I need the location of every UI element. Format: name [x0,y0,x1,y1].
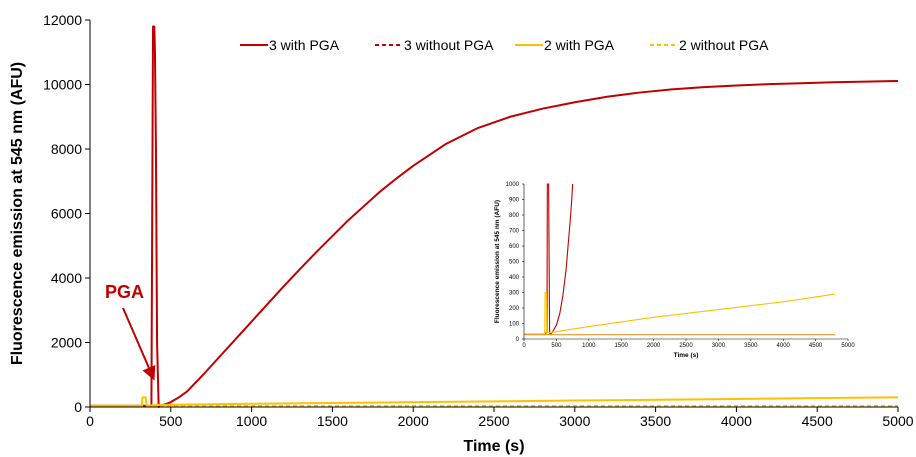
inset-y-tick-label: 200 [509,306,520,312]
x-axis-title: Time (s) [463,438,524,455]
legend-label-2-without-pga: 2 without PGA [679,37,769,53]
inset-x-tick-label: 1500 [615,343,629,349]
legend-label-3-with-pga: 3 with PGA [269,37,340,53]
pga-annotation-arrow [122,307,156,381]
x-tick-label: 4000 [721,413,752,429]
inset-series-group [524,183,836,336]
inset-y-tick-label: 1000 [506,182,520,188]
inset-y-tick-label: 100 [509,322,520,328]
x-tick-label: 500 [159,413,183,429]
y-tick-label: 12000 [43,12,82,28]
series-line-2-with-pga [90,396,899,407]
x-tick-label: 0 [86,413,94,429]
pga-annotation: PGA [105,282,156,381]
inset-x-tick-label: 2500 [679,343,693,349]
x-tick-label: 2000 [398,413,429,429]
x-tick-label: 1000 [236,413,267,429]
inset-y-tick-label: 400 [509,275,520,281]
inset-x-tick-label: 2000 [647,343,661,349]
y-tick-label: 8000 [51,141,82,157]
inset-x-tick-label: 0 [522,343,526,349]
y-tick-label: 6000 [51,205,82,221]
inset-y-tick-label: 600 [509,244,520,250]
inset-x-tick-label: 3500 [744,343,758,349]
inset-x-tick-label: 4500 [809,343,823,349]
inset-axes: 0 500 1000 1500 2000 2500 3000 3500 4000 4500 5000… [506,182,856,349]
main-plot: 0 500 1000 1500 2000 2500 3000 3500 4000 4500 5000… [9,12,914,455]
inset-y-tick-label: 800 [509,213,520,219]
inset-x-tick-label: 1000 [582,343,596,349]
inset-x-tick-label: 500 [551,343,562,349]
main-series-group [90,25,899,408]
x-tick-label: 3000 [559,413,590,429]
y-tick-label: 10000 [43,76,82,92]
series-line-3-with-pga [90,25,899,408]
inset-y-tick-label: 900 [509,198,520,204]
inset-series-line-2 [524,291,836,335]
inset-x-axis-title: Time (s) [674,352,699,359]
inset-y-tick-label: 0 [516,337,520,343]
legend-label-2-with-pga: 2 with PGA [544,37,615,53]
inset-x-tick-label: 5000 [841,343,855,349]
y-tick-label: 0 [74,399,82,415]
y-tick-label: 2000 [51,334,82,350]
y-axis-title: Fluorescence emission at 545 nm (AFU) [9,62,26,365]
x-tick-label: 2500 [478,413,509,429]
main-axes: 0 500 1000 1500 2000 2500 3000 3500 4000 4500 5000… [43,12,914,429]
x-tick-label: 5000 [882,413,913,429]
x-tick-label: 3500 [640,413,671,429]
inset-x-tick-label: 4000 [777,343,791,349]
legend: 3 with PGA 3 without PGA 2 with PGA 2 witho… [240,37,769,53]
legend-label-3-without-pga: 3 without PGA [404,37,494,53]
inset-y-tick-label: 500 [509,260,520,266]
pga-annotation-label: PGA [105,282,144,302]
inset-y-axis-title: Fluorescence emission at 545 nm (AFU) [494,200,501,323]
inset-x-tick-label: 3000 [712,343,726,349]
inset-series-line-1 [524,183,574,335]
inset-y-tick-label: 700 [509,229,520,235]
x-tick-label: 4500 [802,413,833,429]
inset-y-tick-label: 300 [509,291,520,297]
inset-plot: 0 500 1000 1500 2000 2500 3000 3500 4000 4500 5000… [494,182,855,359]
x-tick-label: 1500 [317,413,348,429]
y-tick-label: 4000 [51,270,82,286]
